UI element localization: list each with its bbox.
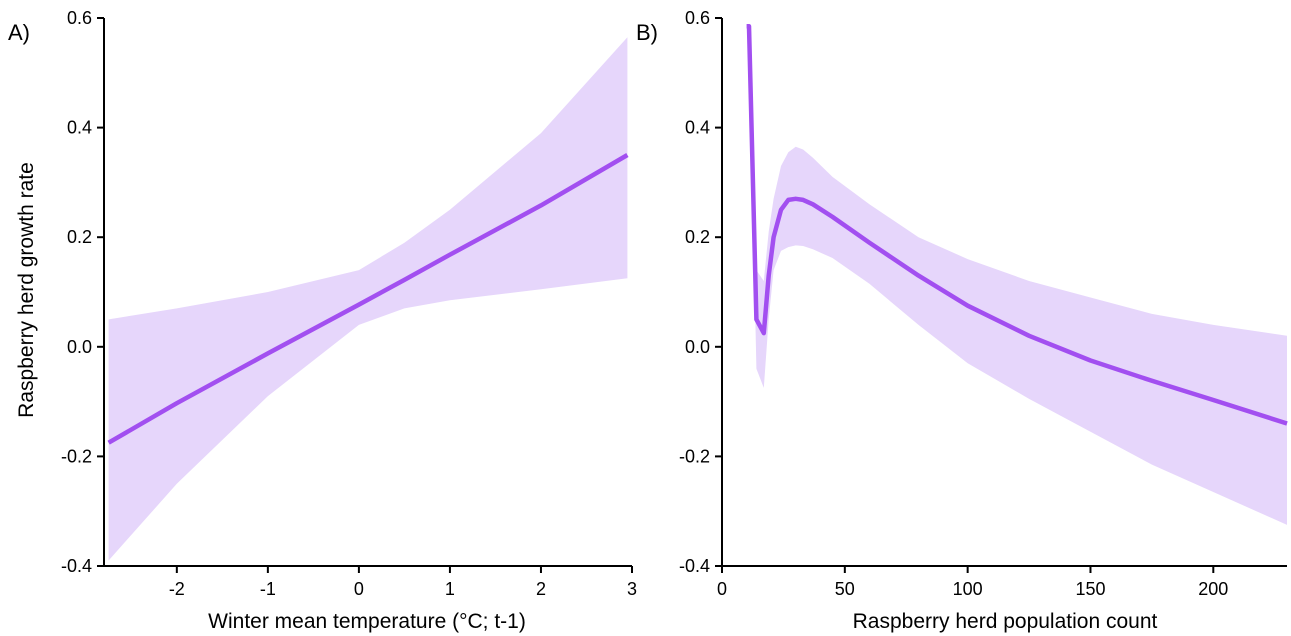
axes-b: -0.4 -0.2 0.0 0.2 0.4 0.6 0 50 100 150 200 — [679, 8, 1287, 599]
axes-a: -0.4 -0.2 0.0 0.2 0.4 0.6 -2 -1 0 1 2 3 — [61, 8, 637, 599]
y-tick-label: -0.2 — [61, 446, 92, 466]
x-tick-label: 1 — [445, 579, 455, 599]
y-tick-label: 0.6 — [685, 8, 710, 28]
y-tick-label: 0.2 — [67, 227, 92, 247]
x-tick-label: 2 — [536, 579, 546, 599]
y-tick-label: 0.0 — [685, 337, 710, 357]
y-tick-label: -0.4 — [679, 556, 710, 576]
x-tick-label: 50 — [835, 579, 855, 599]
x-tick-label: 3 — [627, 579, 637, 599]
fit-line-path — [107, 153, 629, 445]
panel-label-a: A) — [8, 20, 30, 45]
y-tick-label: 0.4 — [685, 118, 710, 138]
y-tick-label: 0.6 — [67, 8, 92, 28]
confidence-band-b — [746, 26, 1287, 525]
y-tick-label: -0.4 — [61, 556, 92, 576]
y-tick-label: 0.2 — [685, 227, 710, 247]
panel-b: B) -0.4 -0.2 0.0 0.2 0.4 0.6 0 50 100 150 200 Rasp… — [636, 8, 1288, 633]
x-tick-label: 150 — [1075, 579, 1105, 599]
panel-label-b: B) — [636, 20, 658, 45]
panel-a: A) -0.4 -0.2 0.0 0.2 0.4 0.6 -2 -1 0 1 2 3 Winter m… — [8, 8, 637, 633]
y-tick-label: 0.0 — [67, 337, 92, 357]
x-tick-label: -2 — [169, 579, 185, 599]
y-tick-label: -0.2 — [679, 446, 710, 466]
y-tick-label: 0.4 — [67, 118, 92, 138]
x-axis-title-a: Winter mean temperature (°C; t-1) — [208, 610, 526, 633]
fit-line-a — [107, 153, 629, 445]
x-tick-label: 0 — [354, 579, 364, 599]
y-axis-title: Raspberry herd growth rate — [15, 162, 38, 418]
fit-line-b — [746, 23, 1288, 426]
fit-line-path — [746, 23, 1288, 426]
x-tick-label: 200 — [1198, 579, 1228, 599]
confidence-band-area — [746, 26, 1287, 525]
x-tick-label: 0 — [717, 579, 727, 599]
x-tick-label: -1 — [260, 579, 276, 599]
x-tick-label: 100 — [953, 579, 983, 599]
x-axis-title-b: Raspberry herd population count — [853, 610, 1158, 633]
